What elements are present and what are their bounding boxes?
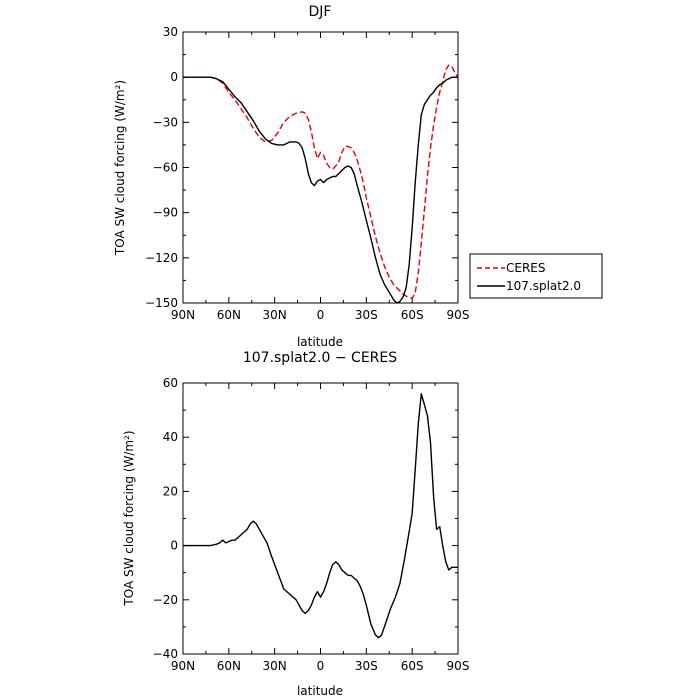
- x-tick-labels-djf: 90N 60N 30N 0 30S 60S 90S: [171, 308, 470, 322]
- x-axis-label-difference: latitude: [297, 684, 343, 698]
- panel-djf: DJF TOA SW cloud forcing (W/m²) latitude…: [113, 4, 469, 349]
- series-line-ceres: [183, 64, 459, 300]
- plot-frame-difference: [182, 382, 459, 655]
- x-tick-label: 0: [317, 308, 325, 322]
- y-tick-label: −30: [153, 115, 178, 129]
- y-tick-label: 0: [170, 539, 178, 553]
- legend-label-model: 107.splat2.0: [506, 279, 581, 293]
- plot-frame-djf: [182, 31, 459, 304]
- x-tick-label: 90S: [447, 659, 470, 673]
- x-tick-label: 60N: [217, 308, 241, 322]
- y-tick-label: 60: [163, 376, 178, 390]
- panel-difference: 107.splat2.0 − CERES TOA SW cloud forcin…: [122, 350, 469, 698]
- legend-label-ceres: CERES: [506, 261, 546, 275]
- legend-box: [469, 253, 603, 299]
- panel-title-djf: DJF: [309, 4, 332, 20]
- y-axis-label-djf: TOA SW cloud forcing (W/m²): [113, 80, 127, 256]
- tick-marks-difference: [182, 382, 459, 655]
- y-tick-label: −120: [145, 251, 178, 265]
- legend: CERES 107.splat2.0: [469, 253, 603, 299]
- x-tick-labels-difference: 90N 60N 30N 0 30S 60S 90S: [171, 659, 470, 673]
- panel-title-difference: 107.splat2.0 − CERES: [243, 350, 397, 366]
- y-tick-label: 30: [163, 25, 178, 39]
- y-tick-label: −40: [153, 647, 178, 661]
- x-axis-label-djf: latitude: [297, 335, 343, 349]
- y-tick-label: 20: [163, 484, 178, 498]
- y-tick-labels-difference: −40 −20 0 20 40 60: [153, 376, 178, 661]
- x-tick-label: 90S: [447, 308, 470, 322]
- y-tick-label: −90: [153, 206, 178, 220]
- x-tick-label: 60S: [401, 659, 424, 673]
- series-line-difference: [183, 393, 458, 639]
- y-tick-label: 0: [170, 70, 178, 84]
- x-tick-label: 0: [317, 659, 325, 673]
- y-tick-label: 40: [163, 430, 178, 444]
- y-tick-label: −150: [145, 296, 178, 310]
- x-tick-label: 60S: [401, 308, 424, 322]
- series-line-107-splat2-0: [183, 76, 458, 304]
- y-tick-label: −20: [153, 593, 178, 607]
- x-tick-label: 30S: [355, 659, 378, 673]
- y-tick-labels-djf: −150 −120 −90 −60 −30 0 30: [145, 25, 178, 310]
- x-tick-label: 60N: [217, 659, 241, 673]
- series-djf: [183, 64, 459, 304]
- x-tick-label: 90N: [171, 659, 195, 673]
- y-axis-label-difference: TOA SW cloud forcing (W/m²): [122, 430, 136, 606]
- y-tick-label: −60: [153, 161, 178, 175]
- series-difference: [183, 393, 458, 639]
- x-tick-label: 30N: [263, 308, 287, 322]
- x-tick-label: 30N: [263, 659, 287, 673]
- x-tick-label: 90N: [171, 308, 195, 322]
- x-tick-label: 30S: [355, 308, 378, 322]
